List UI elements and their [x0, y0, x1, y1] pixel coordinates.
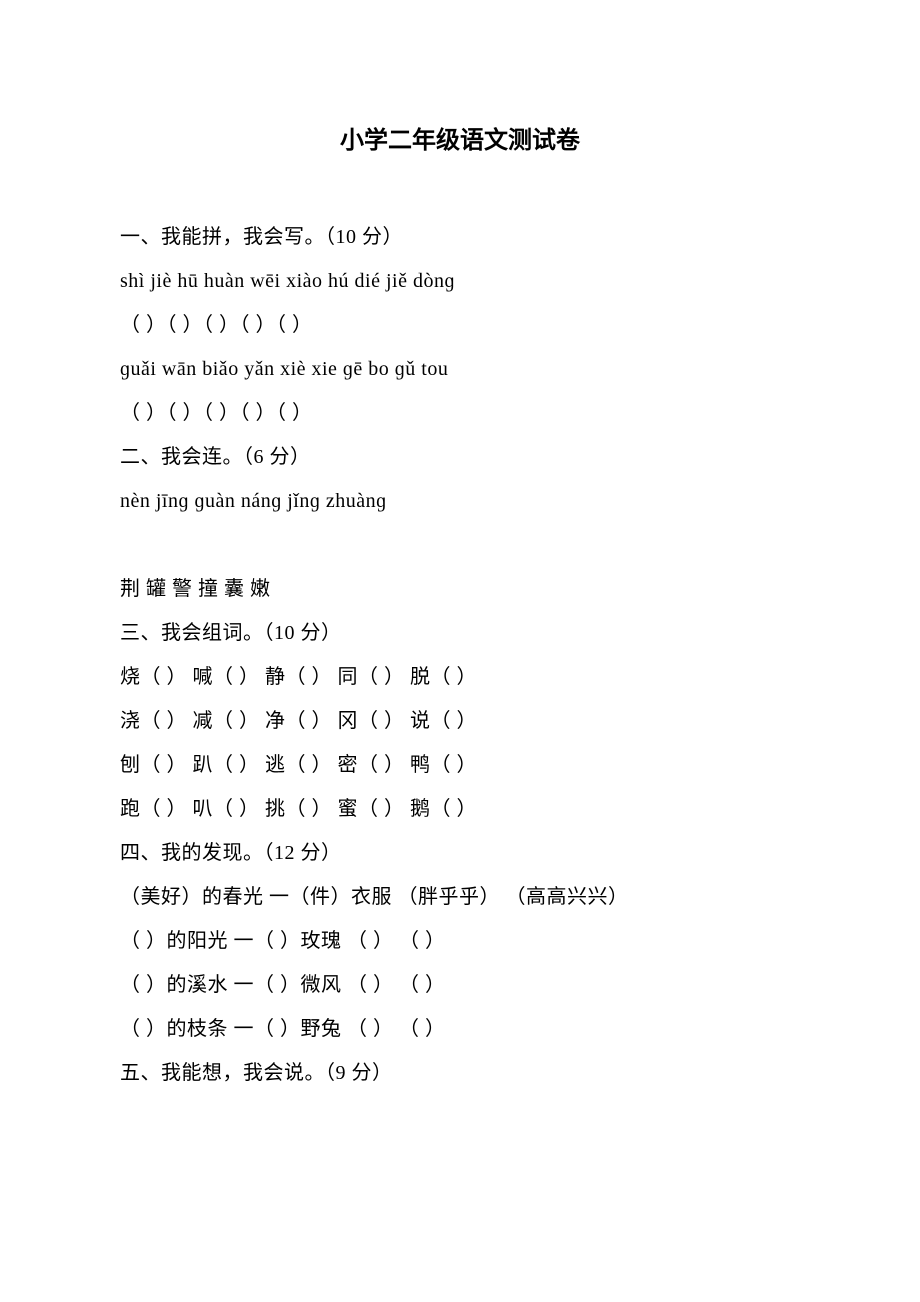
section3-row-2: 刨（ ） 趴（ ） 逃（ ） 密（ ） 鸭（ ）	[120, 743, 800, 787]
section1-pinyin-row2: ɡuǎi wān biǎo yǎn xiè xie ɡē bo ɡǔ tou	[120, 347, 800, 391]
section4-row-1: （ ）的阳光 一（ ）玫瑰 （ ） （ ）	[120, 919, 800, 963]
section1-heading: 一、我能拼，我会写。（10 分）	[120, 215, 800, 259]
section1-blanks-row1: （ ）（ ）（ ）（ ）（ ）	[120, 303, 800, 347]
section1-blanks-row2: （ ）（ ）（ ）（ ）（ ）	[120, 391, 800, 435]
section3-row-1: 浇（ ） 减（ ） 净（ ） 冈（ ） 说（ ）	[120, 699, 800, 743]
section2-char-row: 荆 罐 警 撞 囊 嫩	[120, 567, 800, 611]
spacer	[120, 523, 800, 567]
section3-heading: 三、我会组词。（10 分）	[120, 611, 800, 655]
section1-pinyin-row1: shì jiè hū huàn wēi xiào hú dié jiě dònɡ	[120, 259, 800, 303]
worksheet-page: 小学二年级语文测试卷 一、我能拼，我会写。（10 分） shì jiè hū h…	[0, 0, 920, 1302]
section3-row-0: 烧（ ） 喊（ ） 静（ ） 同（ ） 脱（ ）	[120, 655, 800, 699]
section4-row-0: （美好）的春光 一（件）衣服 （胖乎乎） （高高兴兴）	[120, 875, 800, 919]
section2-pinyin-row: nèn jīnɡ ɡuàn nánɡ jǐnɡ zhuànɡ	[120, 479, 800, 523]
section4-row-2: （ ）的溪水 一（ ）微风 （ ） （ ）	[120, 963, 800, 1007]
page-title: 小学二年级语文测试卷	[120, 120, 800, 155]
section3-row-3: 跑（ ） 叭（ ） 挑（ ） 蜜（ ） 鹅（ ）	[120, 787, 800, 831]
section2-heading: 二、我会连。（6 分）	[120, 435, 800, 479]
section4-row-3: （ ）的枝条 一（ ）野兔 （ ） （ ）	[120, 1007, 800, 1051]
section4-heading: 四、我的发现。（12 分）	[120, 831, 800, 875]
section5-heading: 五、我能想，我会说。（9 分）	[120, 1051, 800, 1095]
